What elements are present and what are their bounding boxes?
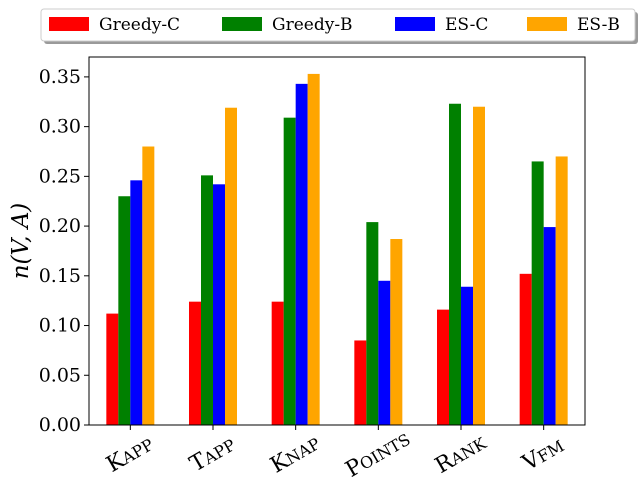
legend-swatch-es-c: [395, 17, 435, 31]
y-tick-label: 0.35: [39, 66, 81, 88]
x-axis: KAPP TAPP KNAP POINTS RANK VFM: [102, 425, 569, 483]
legend-swatch-greedy-b: [222, 17, 262, 31]
x-tick-label-kapp: KAPP: [102, 431, 158, 478]
bar-greedy-c-rank: [437, 309, 449, 425]
legend-swatch-greedy-c: [49, 17, 89, 31]
bar-greedy-b-knap: [283, 117, 296, 425]
bar-es-c-rank: [461, 286, 473, 425]
x-tick-label-vfm: VFM: [518, 433, 569, 477]
x-tick-label-knap: KNAP: [266, 430, 324, 478]
bar-greedy-c-kapp: [106, 313, 119, 425]
legend-label-greedy-c: Greedy-C: [99, 15, 180, 35]
x-tick-label-points: POINTS: [342, 426, 415, 483]
bar-es-c-tapp: [213, 184, 225, 425]
bar-es-b-rank: [473, 106, 485, 425]
y-tick-label: 0.20: [39, 215, 81, 237]
y-tick-label: 0.25: [39, 165, 81, 187]
y-tick-label: 0.05: [39, 364, 81, 386]
bar-greedy-c-tapp: [189, 301, 201, 425]
bars: [106, 73, 568, 426]
bar-es-b-kapp: [142, 146, 155, 425]
bar-es-c-points: [378, 280, 391, 425]
legend-label-es-c: ES-C: [445, 15, 488, 35]
plot-frame: [88, 56, 586, 426]
x-tick-label-tapp: TAPP: [186, 432, 240, 478]
y-tick-label: 0.10: [39, 315, 81, 337]
y-tick-label: 0.00: [39, 414, 81, 436]
bar-greedy-b-tapp: [201, 175, 213, 425]
legend-box: [40, 8, 636, 42]
bar-greedy-b-rank: [449, 103, 461, 426]
legend-swatch-es-b: [527, 17, 567, 31]
y-tick-label: 0.30: [39, 116, 81, 138]
bar-es-b-vfm: [555, 156, 568, 425]
bar-es-b-tapp: [225, 107, 237, 425]
bar-greedy-b-points: [366, 222, 379, 425]
legend: Greedy-C Greedy-B ES-C ES-B: [40, 8, 638, 44]
bar-es-b-knap: [307, 73, 320, 425]
y-axis-label: n(V, A): [8, 203, 34, 280]
bar-es-c-knap: [295, 83, 308, 425]
y-axis: 0.00 0.05 0.10 0.15 0.20 0.25 0.30 0.35: [39, 66, 89, 436]
bar-es-c-vfm: [543, 227, 556, 425]
bar-greedy-c-points: [354, 340, 367, 425]
legend-label-es-b: ES-B: [577, 15, 620, 35]
bar-greedy-c-knap: [271, 301, 284, 425]
bar-greedy-b-vfm: [531, 161, 544, 425]
legend-label-greedy-b: Greedy-B: [272, 15, 353, 35]
y-tick-label: 0.15: [39, 265, 81, 287]
bar-greedy-c-vfm: [519, 273, 532, 425]
bar-es-c-kapp: [130, 180, 143, 425]
x-tick-label-rank: RANK: [431, 430, 491, 479]
bar-es-b-points: [390, 239, 403, 425]
bar-greedy-b-kapp: [118, 196, 131, 425]
